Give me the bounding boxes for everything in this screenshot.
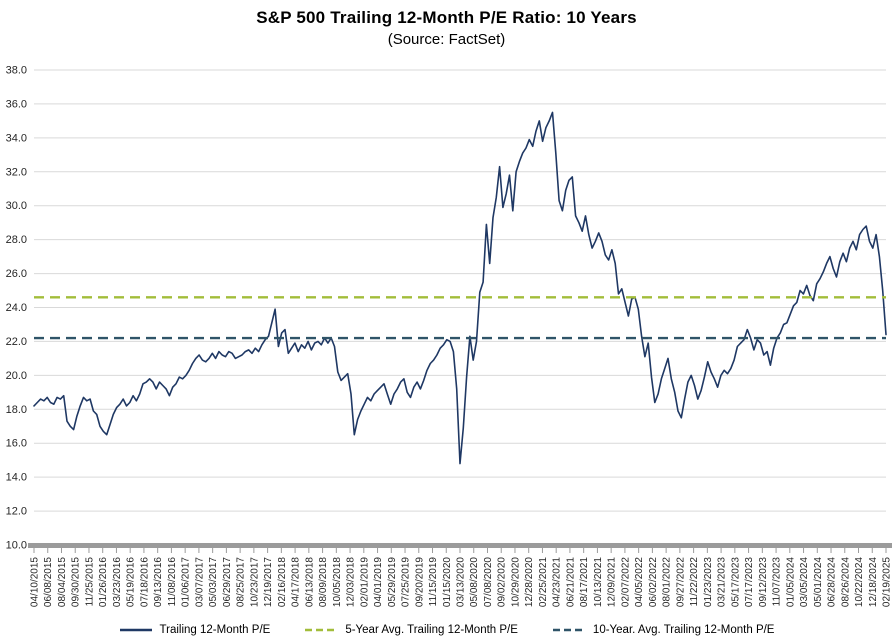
series-trailing-pe-line [33, 111, 887, 465]
svg-text:05/08/2020: 05/08/2020 [469, 557, 480, 607]
svg-text:12.0: 12.0 [6, 506, 27, 518]
svg-text:05/29/2019: 05/29/2019 [387, 557, 398, 607]
svg-text:01/23/2023: 01/23/2023 [703, 557, 714, 607]
svg-text:01/06/2017: 01/06/2017 [181, 557, 192, 607]
y-axis-labels: 38.0 36.0 34.0 32.0 30.0 28.0 26.0 24.0 22.0 20.0… [6, 65, 27, 552]
svg-text:10/29/2020: 10/29/2020 [510, 557, 521, 607]
legend-dashed-line-icon [552, 628, 585, 632]
svg-text:14.0: 14.0 [6, 472, 27, 484]
svg-text:12/18/2024: 12/18/2024 [868, 557, 879, 607]
svg-text:04/01/2019: 04/01/2019 [373, 557, 384, 607]
svg-text:12/19/2017: 12/19/2017 [263, 557, 274, 607]
svg-text:04/05/2022: 04/05/2022 [634, 557, 645, 607]
svg-text:22.0: 22.0 [6, 336, 27, 348]
svg-text:20.0: 20.0 [6, 370, 27, 382]
svg-text:06/08/2015: 06/08/2015 [43, 557, 54, 607]
pe-ratio-chart-canvas: 38.0 36.0 34.0 32.0 30.0 28.0 26.0 24.0 22.0 20.0… [6, 65, 893, 608]
svg-text:06/29/2017: 06/29/2017 [222, 557, 233, 607]
svg-text:08/17/2021: 08/17/2021 [579, 557, 590, 607]
chart-title: S&P 500 Trailing 12-Month P/E Ratio: 10 … [256, 8, 637, 27]
svg-text:07/25/2019: 07/25/2019 [401, 557, 412, 607]
svg-text:06/21/2021: 06/21/2021 [565, 557, 576, 607]
svg-text:07/08/2020: 07/08/2020 [483, 557, 494, 607]
legend-solid-line-icon [119, 628, 152, 632]
svg-text:10/23/2017: 10/23/2017 [249, 557, 260, 607]
svg-text:08/26/2024: 08/26/2024 [840, 557, 851, 607]
svg-text:05/19/2016: 05/19/2016 [126, 557, 137, 607]
svg-text:38.0: 38.0 [6, 65, 27, 77]
svg-text:01/05/2024: 01/05/2024 [785, 557, 796, 607]
svg-text:05/17/2023: 05/17/2023 [730, 557, 741, 607]
svg-text:16.0: 16.0 [6, 438, 27, 450]
svg-text:36.0: 36.0 [6, 98, 27, 110]
svg-text:11/08/2016: 11/08/2016 [167, 557, 178, 607]
legend-label-5yr-avg: 5-Year Avg. Trailing 12-Month P/E [345, 624, 518, 636]
svg-text:05/01/2024: 05/01/2024 [813, 557, 824, 607]
svg-text:10/13/2021: 10/13/2021 [593, 557, 604, 607]
svg-text:07/18/2016: 07/18/2016 [139, 557, 150, 607]
svg-text:11/25/2015: 11/25/2015 [84, 557, 95, 607]
svg-text:32.0: 32.0 [6, 166, 27, 178]
legend-item-10yr-avg: 10-Year. Avg. Trailing 12-Month P/E [552, 624, 775, 636]
svg-text:09/12/2023: 09/12/2023 [758, 557, 769, 607]
svg-text:03/05/2024: 03/05/2024 [799, 557, 810, 607]
chart-source-subtitle: (Source: FactSet) [387, 31, 506, 48]
svg-text:04/23/2021: 04/23/2021 [552, 557, 563, 607]
chart-legend: Trailing 12-Month P/E 5-Year Avg. Traili… [0, 624, 893, 636]
svg-text:02/25/2021: 02/25/2021 [538, 557, 549, 607]
svg-text:04/17/2018: 04/17/2018 [291, 557, 302, 607]
svg-text:11/07/2023: 11/07/2023 [772, 557, 783, 607]
svg-text:18.0: 18.0 [6, 404, 27, 416]
svg-text:02/19/2025: 02/19/2025 [882, 557, 893, 607]
svg-text:09/02/2020: 09/02/2020 [497, 557, 508, 607]
svg-text:12/03/2018: 12/03/2018 [346, 557, 357, 607]
svg-text:08/01/2022: 08/01/2022 [662, 557, 673, 607]
svg-text:02/16/2018: 02/16/2018 [277, 557, 288, 607]
svg-text:10.0: 10.0 [6, 540, 27, 552]
svg-text:02/01/2019: 02/01/2019 [359, 557, 370, 607]
svg-text:09/20/2019: 09/20/2019 [414, 557, 425, 607]
svg-text:11/15/2019: 11/15/2019 [428, 557, 439, 607]
x-axis-ticks [33, 548, 887, 553]
x-axis-line [28, 543, 892, 548]
svg-text:01/15/2020: 01/15/2020 [442, 557, 453, 607]
svg-text:10/05/2018: 10/05/2018 [332, 557, 343, 607]
svg-text:09/30/2015: 09/30/2015 [71, 557, 82, 607]
x-axis-labels: 04/10/2015 06/08/2015 08/04/2015 09/30/2015… [30, 557, 893, 607]
svg-text:34.0: 34.0 [6, 132, 27, 144]
svg-text:03/07/2017: 03/07/2017 [194, 557, 205, 607]
legend-item-5yr-avg: 5-Year Avg. Trailing 12-Month P/E [304, 624, 518, 636]
svg-text:07/17/2023: 07/17/2023 [744, 557, 755, 607]
svg-text:12/09/2021: 12/09/2021 [607, 557, 618, 607]
svg-text:05/03/2017: 05/03/2017 [208, 557, 219, 607]
svg-text:04/10/2015: 04/10/2015 [30, 557, 41, 607]
svg-text:11/22/2022: 11/22/2022 [689, 557, 700, 607]
svg-text:03/13/2020: 03/13/2020 [456, 557, 467, 607]
legend-label-10yr-avg: 10-Year. Avg. Trailing 12-Month P/E [592, 624, 775, 636]
svg-text:06/13/2018: 06/13/2018 [304, 557, 315, 607]
svg-text:12/28/2020: 12/28/2020 [524, 557, 535, 607]
svg-text:28.0: 28.0 [6, 234, 27, 246]
plot-area: 38.0 36.0 34.0 32.0 30.0 28.0 26.0 24.0 22.0 20.0… [0, 58, 893, 619]
legend-label-trailing-pe: Trailing 12-Month P/E [159, 624, 271, 636]
svg-text:30.0: 30.0 [6, 200, 27, 212]
svg-text:03/21/2023: 03/21/2023 [717, 557, 728, 607]
legend-dashed-line-icon [305, 628, 338, 632]
svg-text:09/27/2022: 09/27/2022 [675, 557, 686, 607]
svg-text:06/28/2024: 06/28/2024 [827, 557, 838, 607]
legend-item-trailing-pe: Trailing 12-Month P/E [119, 624, 271, 636]
svg-text:02/07/2022: 02/07/2022 [620, 557, 631, 607]
svg-text:24.0: 24.0 [6, 302, 27, 314]
svg-text:08/09/2018: 08/09/2018 [318, 557, 329, 607]
svg-text:01/26/2016: 01/26/2016 [98, 557, 109, 607]
svg-text:10/22/2024: 10/22/2024 [854, 557, 865, 607]
svg-text:09/13/2016: 09/13/2016 [153, 557, 164, 607]
svg-text:26.0: 26.0 [6, 268, 27, 280]
y-gridlines [34, 69, 886, 512]
svg-text:08/04/2015: 08/04/2015 [57, 557, 68, 607]
svg-text:03/23/2016: 03/23/2016 [112, 557, 123, 607]
svg-text:08/25/2017: 08/25/2017 [236, 557, 247, 607]
svg-text:06/02/2022: 06/02/2022 [648, 557, 659, 607]
